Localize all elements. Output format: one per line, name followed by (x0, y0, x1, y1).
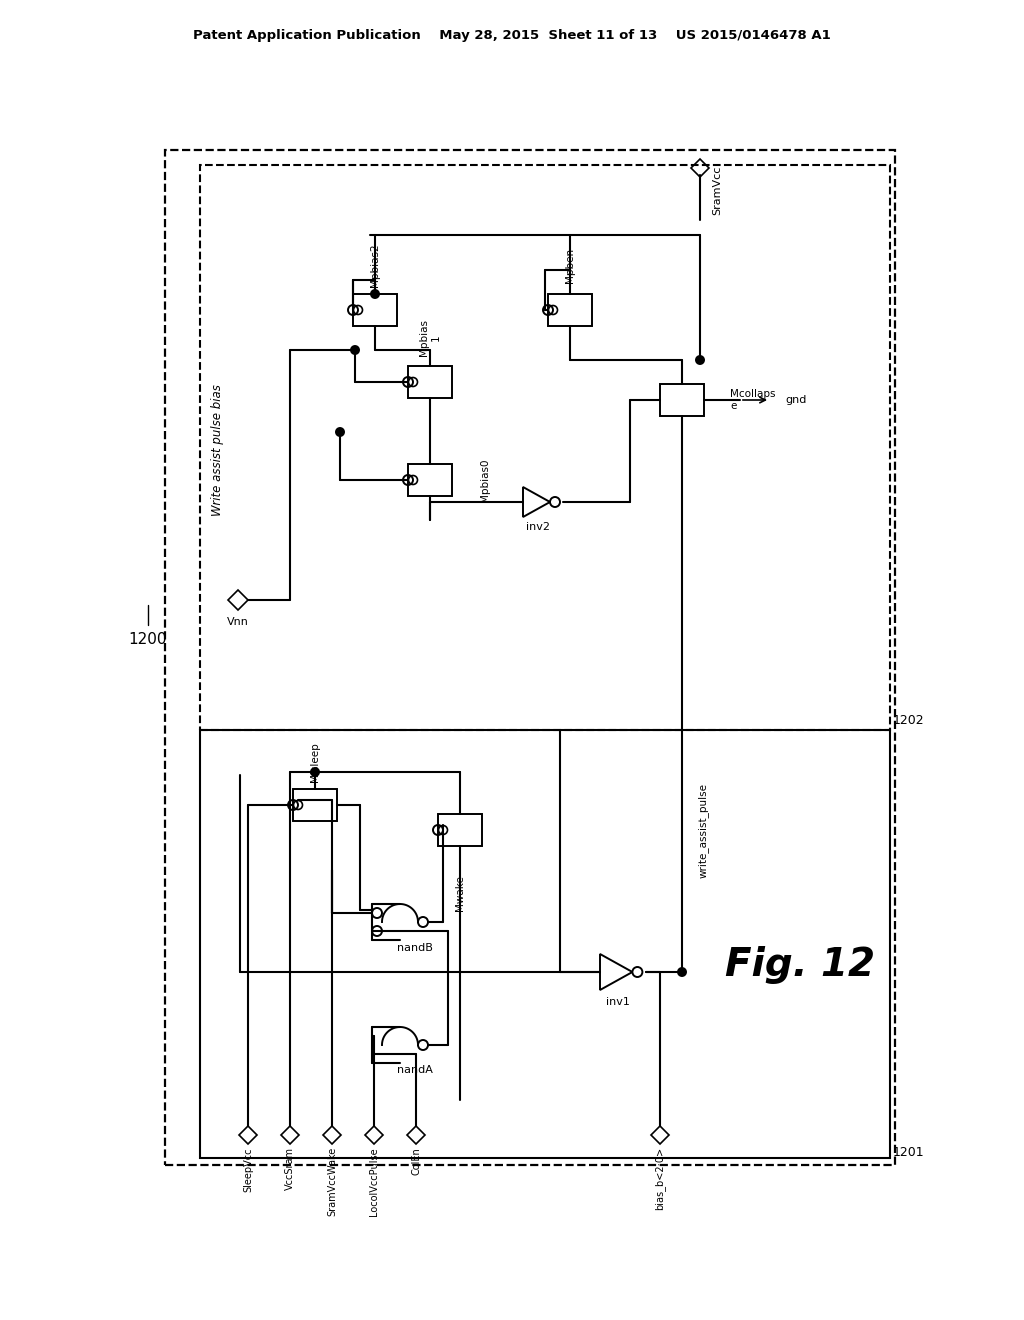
Text: Mcollaps
e: Mcollaps e (730, 389, 775, 411)
Text: LocolVccPulse: LocolVccPulse (369, 1147, 379, 1216)
Bar (408, 366, 452, 399)
Bar (165, 150, 895, 1166)
Text: Mpben: Mpben (565, 247, 575, 282)
Text: Mpbias
1: Mpbias 1 (419, 319, 440, 356)
Text: nandB: nandB (397, 942, 433, 953)
Text: SleepVcc: SleepVcc (243, 1147, 253, 1192)
Bar (353, 294, 397, 326)
Circle shape (696, 356, 705, 364)
Circle shape (336, 428, 344, 436)
Text: 1200: 1200 (129, 632, 167, 648)
Text: gnd: gnd (785, 395, 806, 405)
Bar (438, 814, 482, 846)
Text: SramVcc: SramVcc (712, 165, 722, 215)
Text: nandA: nandA (397, 1065, 433, 1074)
Circle shape (311, 768, 319, 776)
Text: 1201: 1201 (892, 1146, 924, 1159)
Text: inv2: inv2 (526, 521, 550, 532)
Text: bias_b<2:0>: bias_b<2:0> (654, 1147, 666, 1210)
Bar (293, 789, 337, 821)
Text: Mpbias2: Mpbias2 (370, 243, 380, 286)
Text: write_assist_pulse: write_assist_pulse (698, 783, 709, 878)
Text: Fig. 12: Fig. 12 (725, 946, 874, 983)
Text: inv1: inv1 (606, 997, 630, 1007)
Text: Patent Application Publication    May 28, 2015  Sheet 11 of 13    US 2015/014647: Patent Application Publication May 28, 2… (194, 29, 830, 41)
Circle shape (678, 968, 686, 975)
Bar (200, 165, 890, 730)
Text: ColEn: ColEn (411, 1147, 421, 1175)
Text: SramVccWake: SramVccWake (327, 1147, 337, 1216)
Bar (548, 294, 592, 326)
Text: Write assist pulse bias: Write assist pulse bias (212, 384, 224, 516)
Text: Mwake: Mwake (455, 875, 465, 911)
Text: 1202: 1202 (892, 714, 924, 726)
Bar (200, 730, 890, 1158)
Text: VccSram: VccSram (285, 1147, 295, 1191)
Text: Mpbias0: Mpbias0 (480, 458, 490, 502)
Text: Misleep: Misleep (310, 742, 319, 781)
Circle shape (371, 290, 379, 298)
Circle shape (351, 346, 359, 354)
Text: Vnn: Vnn (227, 616, 249, 627)
Bar (408, 465, 452, 496)
Bar (660, 384, 705, 416)
